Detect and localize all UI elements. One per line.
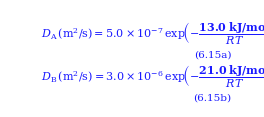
- Text: (6.15b): (6.15b): [193, 93, 232, 102]
- Text: $\mathit{D}_{\mathrm{A}}\,(\mathrm{m^2/s}) = 5.0 \times 10^{-7}\,\mathrm{exp}\!\: $\mathit{D}_{\mathrm{A}}\,(\mathrm{m^2/s…: [41, 21, 264, 47]
- Text: (6.15a): (6.15a): [194, 50, 232, 59]
- Text: $\mathit{D}_{\mathrm{B}}\,(\mathrm{m^2/s}) = 3.0 \times 10^{-6}\,\mathrm{exp}\!\: $\mathit{D}_{\mathrm{B}}\,(\mathrm{m^2/s…: [41, 64, 264, 90]
